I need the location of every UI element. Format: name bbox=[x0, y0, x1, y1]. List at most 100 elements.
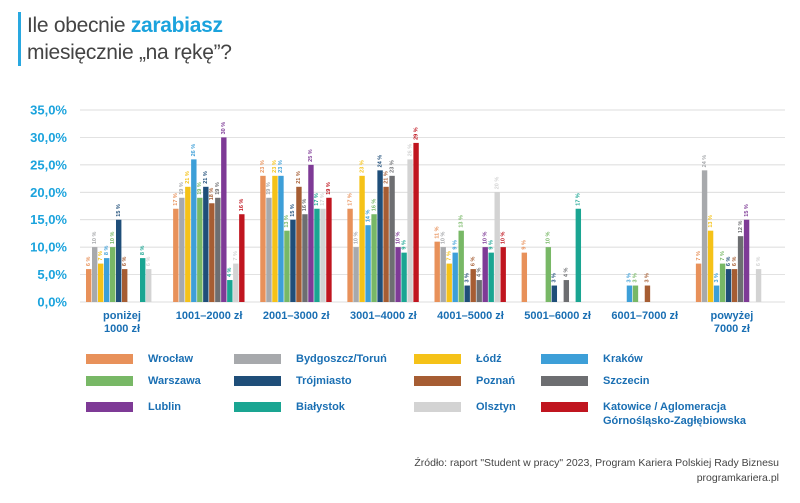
x-category-label: powyżej bbox=[710, 310, 753, 322]
bar-value-label: 20 % bbox=[495, 177, 501, 190]
bar-value-label: 16 % bbox=[302, 199, 308, 212]
bar bbox=[290, 219, 296, 302]
bar-value-label: 21 % bbox=[203, 171, 209, 184]
y-tick-label: 15,0% bbox=[30, 212, 67, 227]
x-category-label: 1001–2000 zł bbox=[176, 310, 243, 322]
legend-label: Wrocław bbox=[148, 353, 194, 365]
bar-value-label: 4 % bbox=[477, 267, 483, 277]
legend-item: Kraków bbox=[541, 352, 643, 366]
legend-item: Białystok bbox=[234, 400, 345, 414]
bar-value-label: 23 % bbox=[278, 160, 284, 173]
legend-swatch bbox=[86, 354, 133, 364]
bar bbox=[575, 208, 582, 302]
bar-value-label: 17 % bbox=[347, 193, 353, 206]
bar bbox=[284, 230, 290, 302]
bar bbox=[434, 241, 440, 302]
bar-value-label: 26 % bbox=[191, 144, 197, 157]
bar bbox=[272, 175, 278, 302]
bar-value-label: 16 % bbox=[371, 199, 377, 212]
bar bbox=[377, 170, 383, 302]
bar-value-label: 9 % bbox=[401, 240, 407, 250]
legend-swatch bbox=[86, 376, 133, 386]
bar-value-label: 7 % bbox=[98, 251, 104, 261]
bar-value-label: 3 % bbox=[714, 273, 720, 283]
bar bbox=[347, 208, 353, 302]
bar bbox=[104, 258, 110, 302]
x-category-label: 2001–3000 zł bbox=[263, 310, 330, 322]
legend-swatch bbox=[234, 402, 281, 412]
bar bbox=[215, 197, 221, 302]
y-tick-label: 10,0% bbox=[30, 240, 67, 255]
legend-label: Olsztyn bbox=[476, 401, 516, 413]
bar-value-label: 26 % bbox=[407, 144, 413, 157]
bar-value-label: 12 % bbox=[738, 221, 744, 234]
bar bbox=[719, 263, 726, 302]
legend-item: Warszawa bbox=[86, 374, 201, 388]
title-line2: miesięcznie „na rękę”? bbox=[27, 41, 232, 64]
bar-value-label: 3 % bbox=[627, 273, 633, 283]
title-highlight: zarabiasz bbox=[130, 14, 223, 37]
x-category-label: 4001–5000 zł bbox=[437, 310, 504, 322]
bar-value-label: 15 % bbox=[744, 204, 750, 217]
legend-swatch bbox=[234, 354, 281, 364]
bar bbox=[278, 175, 284, 302]
legend-swatch bbox=[541, 354, 588, 364]
bar-value-label: 10 % bbox=[353, 231, 359, 244]
bar-value-label: 9 % bbox=[453, 240, 459, 250]
legend-swatch bbox=[541, 376, 588, 386]
bar-value-label: 17 % bbox=[314, 193, 320, 206]
x-category-label: poniżej bbox=[103, 310, 141, 322]
bar bbox=[260, 175, 266, 302]
y-tick-label: 5,0% bbox=[37, 267, 67, 282]
bar bbox=[140, 258, 146, 302]
bar bbox=[713, 285, 720, 302]
bar bbox=[464, 285, 470, 302]
bar-value-label: 24 % bbox=[377, 155, 383, 168]
legend-item: Wrocław bbox=[86, 352, 193, 366]
legend-item: Szczecin bbox=[541, 374, 649, 388]
bar bbox=[173, 208, 179, 302]
bar-value-label: 7 % bbox=[720, 251, 726, 261]
bar-value-label: 7 % bbox=[233, 251, 239, 261]
bar bbox=[476, 280, 482, 302]
bar bbox=[413, 142, 419, 302]
bar bbox=[551, 285, 558, 302]
bar-value-label: 16 % bbox=[239, 199, 245, 212]
bar-value-label: 9 % bbox=[522, 240, 528, 250]
bar-value-label: 19 % bbox=[326, 182, 332, 195]
bar-value-label: 10 % bbox=[441, 231, 447, 244]
legend-swatch bbox=[541, 402, 588, 412]
bar-value-label: 17 % bbox=[173, 193, 179, 206]
bar-value-label: 6 % bbox=[726, 256, 732, 266]
legend-item: Olsztyn bbox=[414, 400, 516, 414]
bar bbox=[203, 186, 209, 302]
bar bbox=[314, 208, 320, 302]
legend-swatch bbox=[414, 376, 461, 386]
bar bbox=[737, 236, 744, 302]
legend-item: Bydgoszcz/Toruń bbox=[234, 352, 387, 366]
bar-value-label: 6 % bbox=[471, 256, 477, 266]
bar-value-label: 15 % bbox=[290, 204, 296, 217]
bar bbox=[359, 175, 365, 302]
bar-value-label: 4 % bbox=[564, 267, 570, 277]
bar-value-label: 29 % bbox=[413, 127, 419, 140]
bar bbox=[179, 197, 185, 302]
bar-value-label: 23 % bbox=[260, 160, 266, 173]
bar bbox=[122, 269, 128, 302]
bar-value-label: 10 % bbox=[110, 231, 116, 244]
bar-value-label: 6 % bbox=[86, 256, 92, 266]
y-tick-label: 20,0% bbox=[30, 185, 67, 200]
bar-value-label: 11 % bbox=[435, 226, 441, 238]
bar bbox=[494, 192, 500, 302]
bar-value-label: 25 % bbox=[308, 149, 314, 162]
bar bbox=[695, 263, 702, 302]
bar-value-label: 10 % bbox=[483, 231, 489, 244]
bar-value-label: 10 % bbox=[546, 231, 552, 244]
bar bbox=[731, 269, 738, 302]
bar-value-label: 3 % bbox=[645, 273, 651, 283]
bar-value-label: 15 % bbox=[116, 204, 122, 217]
bar bbox=[296, 186, 302, 302]
legend-label: Łódź bbox=[476, 353, 502, 365]
bar bbox=[221, 137, 227, 302]
bar bbox=[326, 197, 332, 302]
